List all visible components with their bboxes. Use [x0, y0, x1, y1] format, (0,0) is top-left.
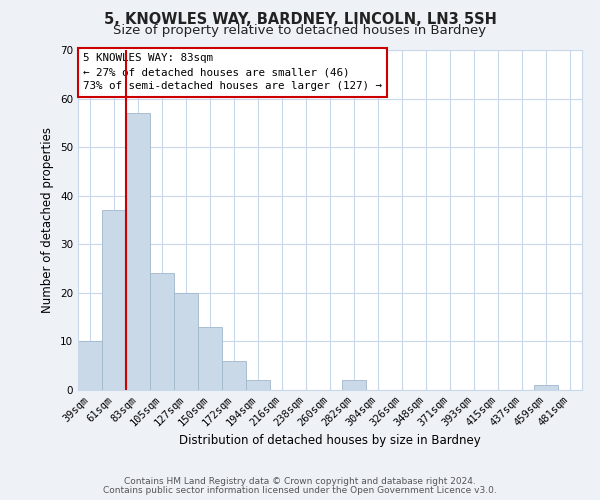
Text: Contains public sector information licensed under the Open Government Licence v3: Contains public sector information licen…	[103, 486, 497, 495]
Bar	[222, 361, 246, 390]
Text: 5, KNOWLES WAY, BARDNEY, LINCOLN, LN3 5SH: 5, KNOWLES WAY, BARDNEY, LINCOLN, LN3 5S…	[104, 12, 496, 28]
Bar	[198, 327, 222, 390]
Text: 5 KNOWLES WAY: 83sqm
← 27% of detached houses are smaller (46)
73% of semi-detac: 5 KNOWLES WAY: 83sqm ← 27% of detached h…	[83, 54, 382, 92]
Y-axis label: Number of detached properties: Number of detached properties	[41, 127, 55, 313]
X-axis label: Distribution of detached houses by size in Bardney: Distribution of detached houses by size …	[179, 434, 481, 447]
Bar	[78, 342, 102, 390]
Bar	[246, 380, 270, 390]
Bar	[342, 380, 366, 390]
Text: Contains HM Land Registry data © Crown copyright and database right 2024.: Contains HM Land Registry data © Crown c…	[124, 477, 476, 486]
Bar	[534, 385, 558, 390]
Bar	[126, 113, 150, 390]
Text: Size of property relative to detached houses in Bardney: Size of property relative to detached ho…	[113, 24, 487, 37]
Bar	[102, 210, 126, 390]
Bar	[150, 274, 174, 390]
Bar	[174, 293, 198, 390]
